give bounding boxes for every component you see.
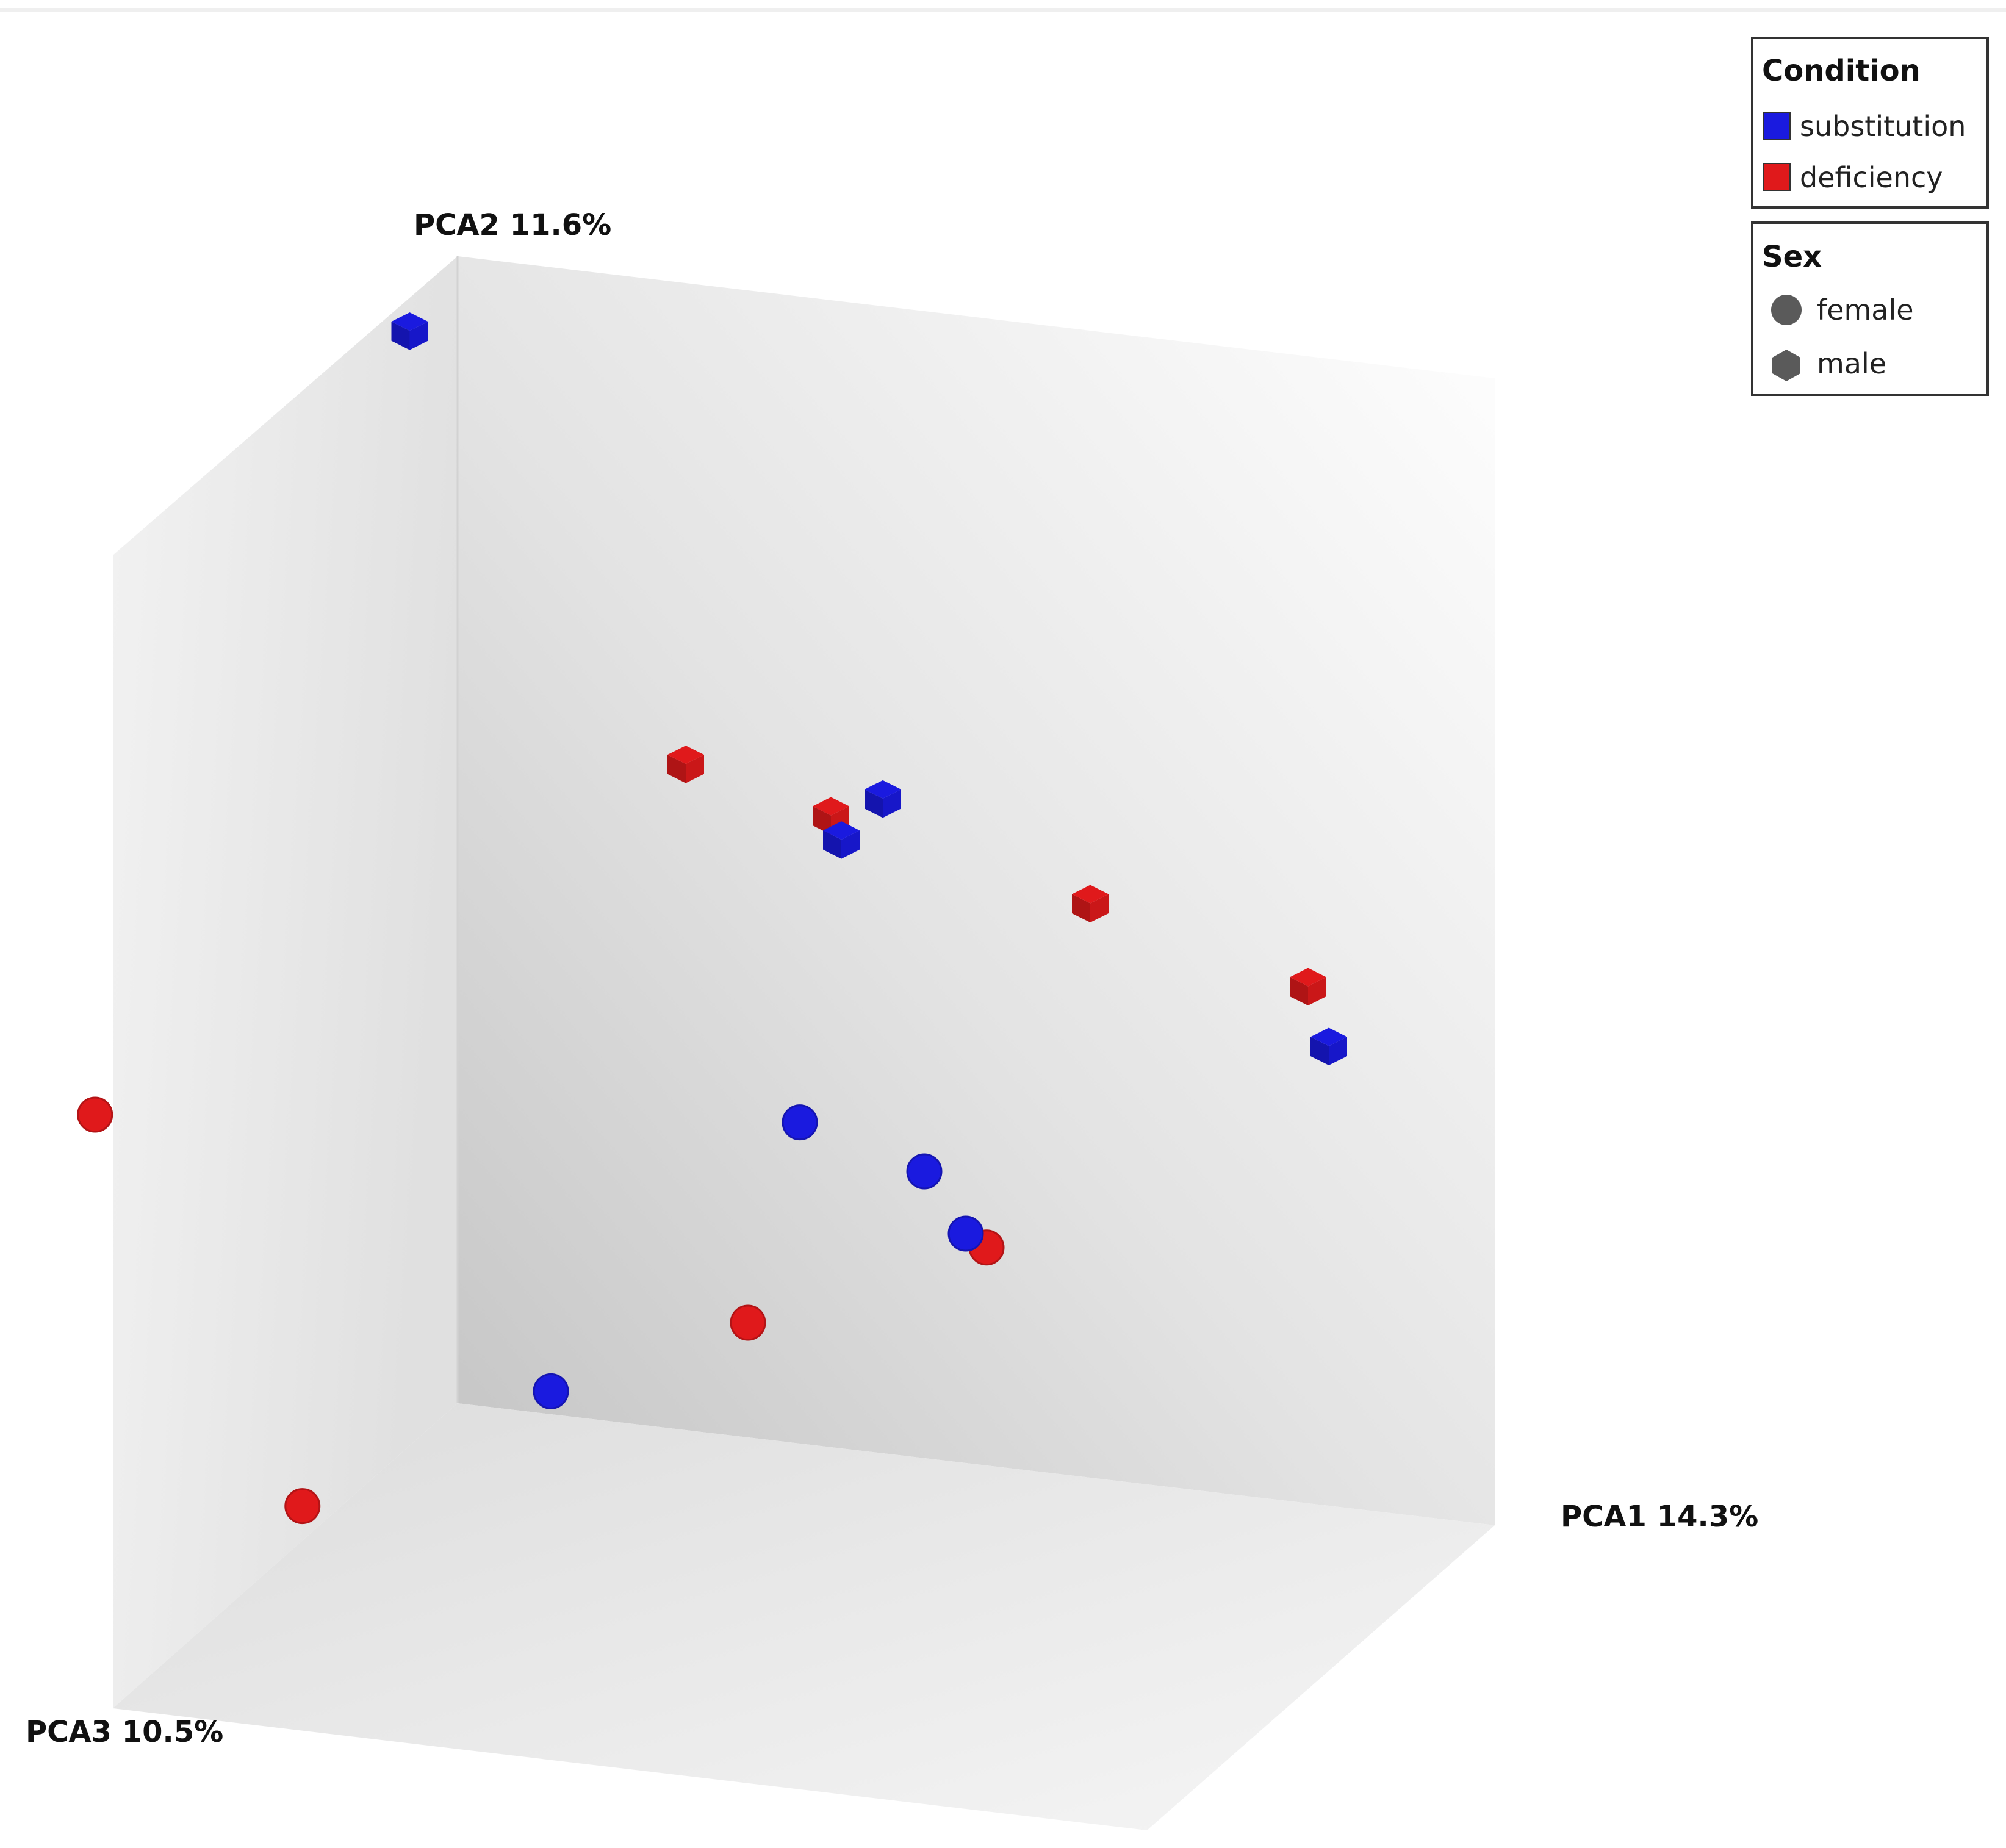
legend-condition-frame [1751,37,1989,209]
data-point-female-substitution [947,1215,984,1252]
legend-female-circle-icon [1771,295,1802,325]
axis-label-pca3: PCA3 10.5% [26,1715,223,1749]
data-point-female-deficiency [284,1488,321,1525]
box-left-wall [113,256,458,1708]
data-point-male-substitution [1310,1027,1347,1065]
data-point-male-substitution [391,312,428,350]
legend-condition: Condition substitution deficiency [1751,37,1989,209]
box-back-wall [458,256,1495,1525]
legend-sex-title: Sex [1762,240,1822,274]
legend-male-label: male [1817,347,1886,380]
data-point-female-substitution [906,1153,943,1190]
legend-condition-title: Condition [1762,54,1921,88]
data-point-male-deficiency [667,746,704,783]
axis-label-pca1: PCA1 14.3% [1561,1500,1758,1534]
data-point-male-substitution [865,780,901,818]
points-layer [77,312,1347,1525]
axis-label-pca2: PCA2 11.6% [414,208,611,242]
data-point-male-substitution [823,821,860,859]
legend-male-hexagon-icon [1772,350,1800,381]
legend-sex: Sex female male [1751,221,1989,396]
data-point-male-deficiency [1290,968,1326,1005]
data-point-male-deficiency [1072,885,1109,922]
data-point-female-deficiency [77,1096,113,1133]
plot-box [113,256,1495,1830]
box-floor [113,1403,1495,1830]
data-point-female-deficiency [730,1304,766,1341]
data-point-female-substitution [782,1104,818,1141]
legend-substitution-label: substitution [1800,110,1966,143]
legend-female-label: female [1817,293,1914,326]
legend-deficiency-swatch [1763,163,1791,191]
legend-substitution-swatch [1763,112,1791,140]
legend-deficiency-label: deficiency [1800,161,1943,194]
data-point-female-substitution [533,1373,569,1409]
